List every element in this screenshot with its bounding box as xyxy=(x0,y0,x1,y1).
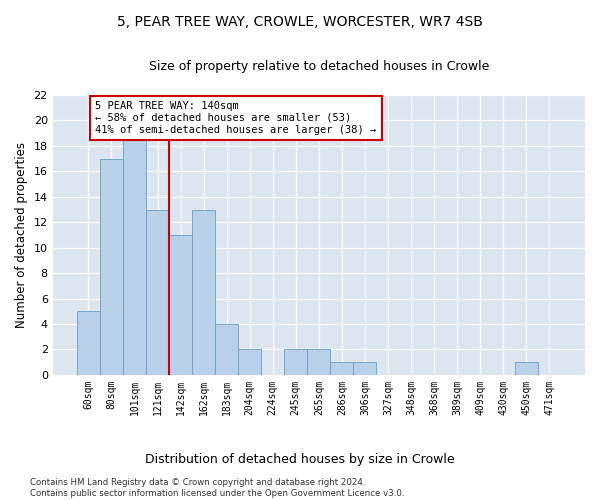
Text: 5, PEAR TREE WAY, CROWLE, WORCESTER, WR7 4SB: 5, PEAR TREE WAY, CROWLE, WORCESTER, WR7… xyxy=(117,15,483,29)
Bar xyxy=(169,235,192,375)
Text: 5 PEAR TREE WAY: 140sqm
← 58% of detached houses are smaller (53)
41% of semi-de: 5 PEAR TREE WAY: 140sqm ← 58% of detache… xyxy=(95,102,377,134)
Bar xyxy=(515,362,538,375)
Bar xyxy=(353,362,376,375)
Text: Contains HM Land Registry data © Crown copyright and database right 2024.
Contai: Contains HM Land Registry data © Crown c… xyxy=(30,478,404,498)
Bar xyxy=(192,210,215,375)
Bar xyxy=(100,158,123,375)
Title: Size of property relative to detached houses in Crowle: Size of property relative to detached ho… xyxy=(149,60,489,73)
Bar xyxy=(215,324,238,375)
Bar xyxy=(284,350,307,375)
Bar xyxy=(77,312,100,375)
Bar xyxy=(238,350,261,375)
Text: Distribution of detached houses by size in Crowle: Distribution of detached houses by size … xyxy=(145,454,455,466)
Bar xyxy=(123,120,146,375)
Bar xyxy=(307,350,331,375)
Y-axis label: Number of detached properties: Number of detached properties xyxy=(15,142,28,328)
Bar xyxy=(146,210,169,375)
Bar xyxy=(331,362,353,375)
